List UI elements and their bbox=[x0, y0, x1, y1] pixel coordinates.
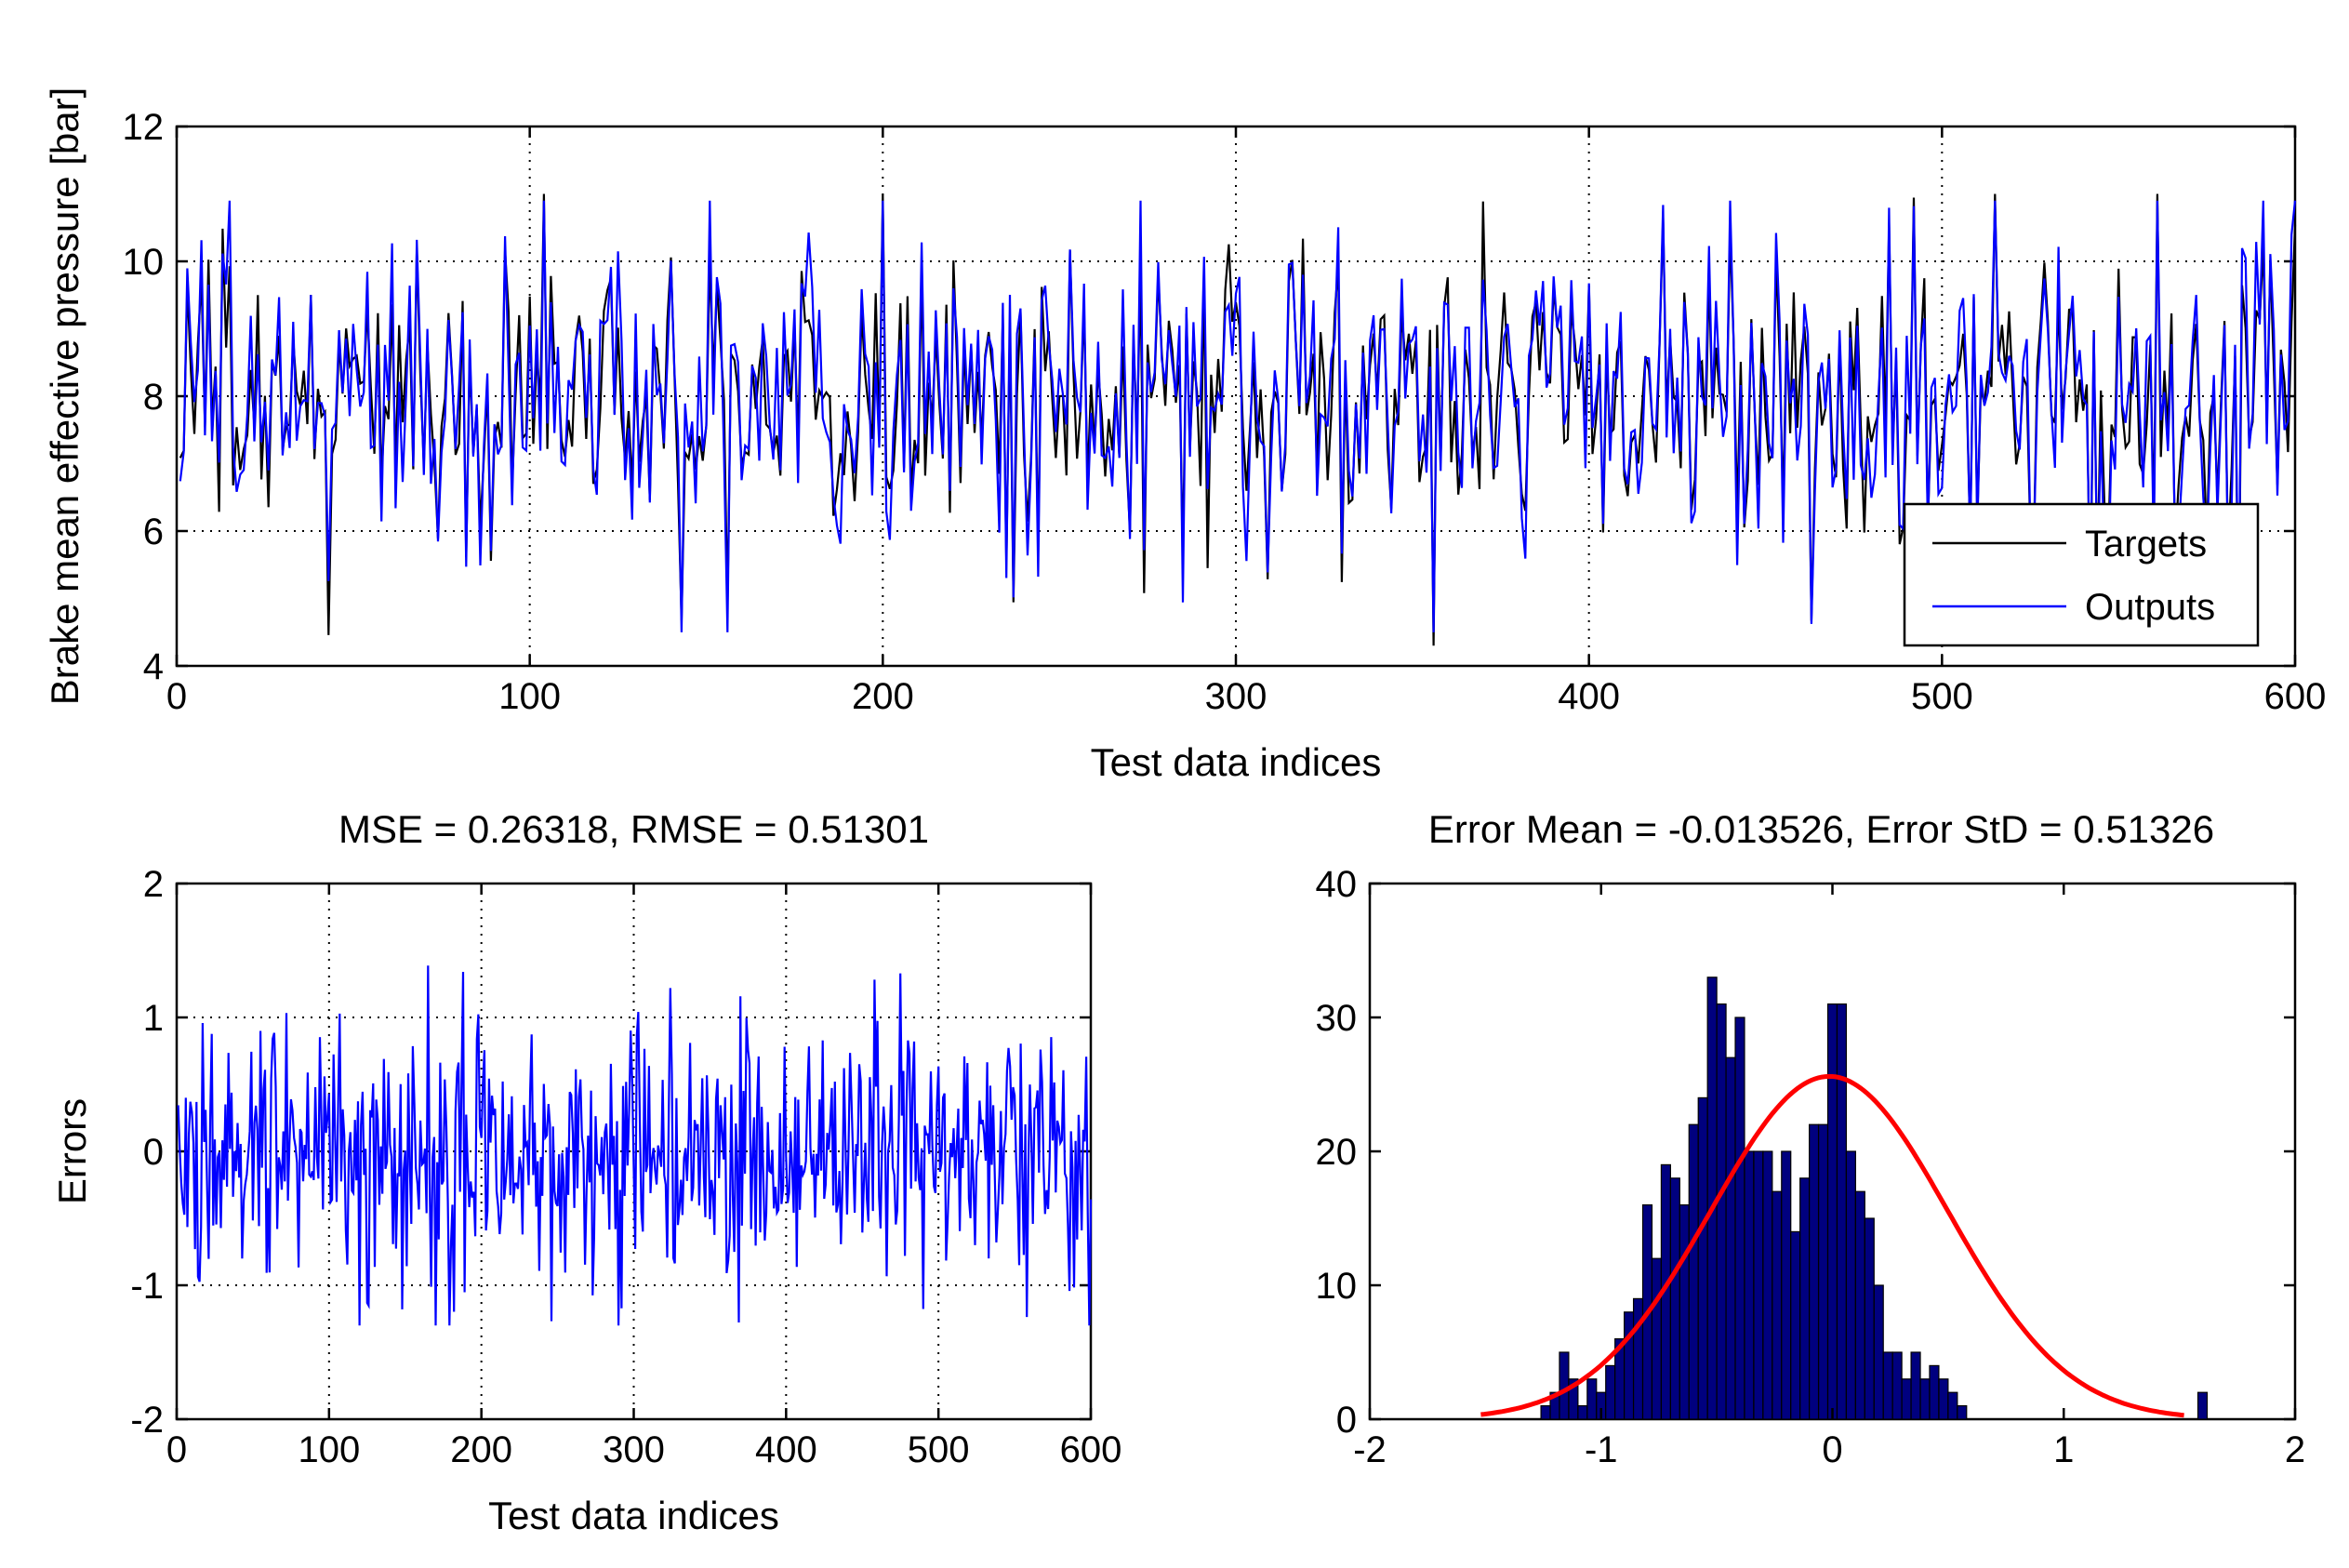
histogram-bar bbox=[1624, 1311, 1635, 1420]
histogram-bar bbox=[1781, 1150, 1792, 1420]
top-y-tick-label: 8 bbox=[143, 377, 164, 418]
hist-y-tick-label: 0 bbox=[1336, 1400, 1357, 1441]
histogram-bar bbox=[1697, 1096, 1708, 1420]
histogram-bar bbox=[1947, 1391, 1958, 1420]
hist-x-tick-label: 0 bbox=[1822, 1429, 1842, 1470]
top-x-tick-label: 500 bbox=[1911, 676, 1973, 717]
histogram-bar bbox=[1568, 1378, 1579, 1420]
hist-x-tick-label: 1 bbox=[2053, 1429, 2074, 1470]
histogram-bar bbox=[1799, 1177, 1811, 1420]
legend-box bbox=[1903, 502, 2260, 647]
errors-y-tick-label: 0 bbox=[143, 1132, 164, 1173]
top-y-tick-label: 10 bbox=[123, 242, 165, 283]
histogram-bar bbox=[1651, 1257, 1663, 1420]
top-plot: 0 100 200 300 400 500 600 4 6 8 10 12 Targets Outputs… bbox=[43, 87, 2326, 784]
histogram-bar bbox=[1753, 1150, 1764, 1420]
histogram-bar bbox=[1772, 1190, 1783, 1420]
histogram-bar bbox=[1744, 1150, 1755, 1420]
top-y-tick-label: 6 bbox=[143, 512, 164, 552]
errors-x-axis-label: Test data indices bbox=[488, 1494, 779, 1537]
top-x-tick-label: 0 bbox=[166, 676, 187, 717]
errors-x-tick-label: 200 bbox=[450, 1429, 512, 1470]
legend-targets-label: Targets bbox=[2085, 524, 2207, 565]
errors-x-tick-label: 0 bbox=[166, 1429, 187, 1470]
legend-outputs-label: Outputs bbox=[2085, 587, 2215, 628]
top-x-tick-label: 300 bbox=[1205, 676, 1267, 717]
histogram-bar bbox=[1901, 1378, 1912, 1420]
histogram-bar bbox=[2196, 1391, 2209, 1420]
errors-x-tick-label: 100 bbox=[298, 1429, 360, 1470]
histogram-bar bbox=[1559, 1351, 1570, 1420]
outputs-series-line bbox=[179, 200, 2297, 632]
histogram-bar bbox=[1854, 1190, 1865, 1420]
histogram-bar bbox=[1957, 1404, 1968, 1420]
histogram-bar bbox=[1605, 1364, 1616, 1420]
hist-y-tick-label: 10 bbox=[1316, 1266, 1358, 1307]
errors-plot-title: MSE = 0.26318, RMSE = 0.51301 bbox=[338, 807, 929, 851]
histogram-bar bbox=[1688, 1123, 1699, 1420]
top-x-tick-label: 600 bbox=[2264, 676, 2327, 717]
errors-x-tick-label: 400 bbox=[755, 1429, 817, 1470]
hist-x-tick-label: -2 bbox=[1353, 1429, 1387, 1470]
hist-y-tick-label: 20 bbox=[1316, 1132, 1358, 1173]
errors-plot: 0 100 200 300 400 500 600 -2 -1 0 1 2 MSE = 0.26318,… bbox=[50, 807, 1121, 1537]
histogram-bar bbox=[1826, 1003, 1838, 1420]
errors-x-tick-label: 600 bbox=[1060, 1429, 1122, 1470]
legend: Targets Outputs bbox=[1903, 502, 2260, 647]
histogram-bar bbox=[1809, 1123, 1820, 1420]
top-x-tick-label: 200 bbox=[852, 676, 914, 717]
top-y-tick-label: 12 bbox=[123, 107, 165, 148]
hist-y-tick-label: 40 bbox=[1316, 864, 1358, 905]
errors-y-tick-label: -1 bbox=[130, 1266, 164, 1307]
normal-fit-curve bbox=[1480, 1073, 2184, 1418]
histogram-bar bbox=[1586, 1378, 1598, 1420]
histogram-bar bbox=[1540, 1404, 1551, 1420]
histogram-bar bbox=[1716, 1003, 1727, 1420]
histogram-bar bbox=[1790, 1230, 1801, 1420]
histogram-bar bbox=[1734, 1017, 1745, 1420]
histogram-bar bbox=[1817, 1123, 1829, 1420]
histogram-bar bbox=[1938, 1378, 1949, 1420]
top-x-tick-label: 400 bbox=[1558, 676, 1620, 717]
histogram-bar bbox=[1632, 1297, 1644, 1420]
histogram-bar bbox=[1845, 1150, 1856, 1420]
top-x-tick-label: 100 bbox=[498, 676, 561, 717]
histogram-bar bbox=[1864, 1217, 1875, 1420]
histogram-bar bbox=[1910, 1351, 1921, 1420]
errors-series-line bbox=[177, 965, 1093, 1326]
histogram-bar bbox=[1669, 1177, 1680, 1420]
errors-y-tick-label: 1 bbox=[143, 998, 164, 1039]
hist-x-tick-label: 2 bbox=[2285, 1429, 2305, 1470]
histogram-bar bbox=[1577, 1404, 1588, 1420]
top-y-axis-label: Brake mean effective pressure [bar] bbox=[43, 87, 86, 706]
top-y-tick-label: 4 bbox=[143, 646, 164, 687]
errors-x-tick-label: 500 bbox=[908, 1429, 970, 1470]
histogram-bar bbox=[1762, 1150, 1773, 1420]
histogram-bar bbox=[1882, 1351, 1893, 1420]
histogram-title: Error Mean = -0.013526, Error StD = 0.51… bbox=[1428, 807, 2214, 851]
hist-x-tick-label: -1 bbox=[1585, 1429, 1618, 1470]
hist-y-tick-label: 30 bbox=[1316, 998, 1358, 1039]
histogram-bar bbox=[1873, 1284, 1884, 1420]
errors-x-tick-label: 300 bbox=[603, 1429, 665, 1470]
errors-y-tick-label: 2 bbox=[143, 864, 164, 905]
histogram-bar bbox=[1679, 1203, 1690, 1420]
targets-series-line bbox=[179, 193, 2297, 646]
top-x-axis-label: Test data indices bbox=[1091, 740, 1382, 784]
histogram-bar bbox=[1836, 1003, 1848, 1420]
errors-y-axis-label: Errors bbox=[50, 1098, 94, 1204]
histogram-bar bbox=[1919, 1378, 1931, 1420]
histogram-bar bbox=[1725, 1056, 1736, 1420]
histogram-bar bbox=[1891, 1351, 1903, 1420]
errors-y-tick-label: -2 bbox=[130, 1400, 164, 1441]
histogram-bar bbox=[1929, 1364, 1940, 1420]
